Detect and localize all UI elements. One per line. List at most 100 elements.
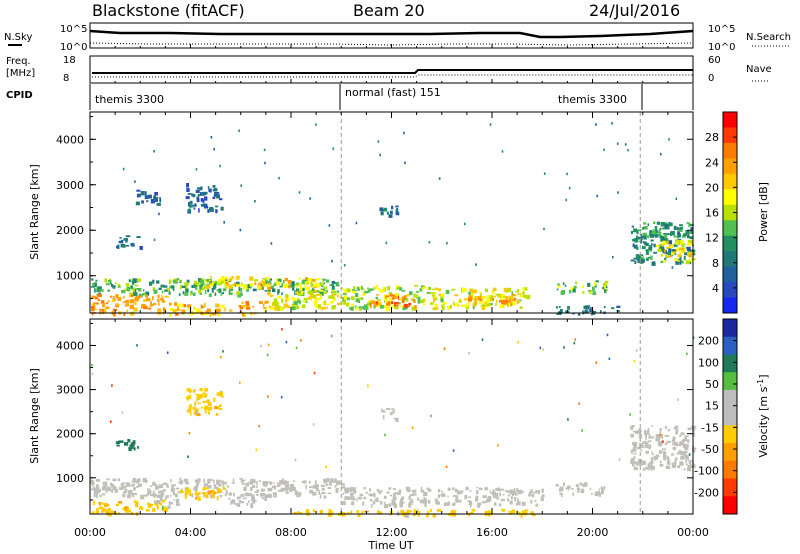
velocity-cell — [650, 457, 654, 461]
power-cell — [415, 294, 419, 298]
velocity-cell — [304, 480, 307, 484]
power-cell — [267, 282, 271, 285]
power-cell — [423, 303, 426, 306]
velocity-cell — [170, 502, 174, 504]
power-cell — [265, 276, 268, 280]
power-cell — [636, 231, 638, 234]
velocity-cell — [253, 479, 256, 484]
velocity-speckle — [688, 453, 691, 456]
velocity-cell — [684, 444, 689, 447]
velocity-cell — [435, 499, 438, 504]
velocity-speckle — [563, 346, 565, 349]
velocity-cell — [665, 465, 671, 469]
velocity-cell — [369, 499, 373, 502]
velocity-cell — [203, 478, 205, 483]
velocity-cell — [276, 482, 282, 485]
velocity-cell — [128, 447, 132, 452]
velocity-cell — [666, 456, 670, 460]
power-cell — [515, 290, 518, 293]
velocity-cell — [112, 478, 117, 482]
velocity-cell — [647, 463, 650, 467]
velocity-cell — [677, 465, 681, 469]
velocity-cell — [500, 488, 504, 491]
power-cell — [558, 285, 561, 288]
velocity-cell — [672, 436, 676, 440]
power-cell — [120, 239, 124, 244]
power-cell — [278, 296, 282, 299]
velocity-cell — [384, 504, 389, 509]
velocity-cell — [570, 488, 574, 490]
velocity-cell — [336, 480, 340, 485]
power-cell — [186, 183, 189, 188]
power-cell — [663, 242, 667, 245]
power-cell — [211, 289, 214, 293]
power-cell — [460, 304, 466, 307]
velocity-cell — [488, 513, 491, 517]
velocity-cell — [248, 481, 253, 485]
velocity-cell — [475, 498, 478, 502]
velocity-cell — [189, 404, 192, 408]
colorbar-tick-label: 16 — [705, 207, 719, 220]
power-cell — [677, 254, 682, 257]
velocity-cell — [305, 484, 307, 490]
velocity-cell — [634, 466, 637, 470]
velocity-cell — [648, 434, 651, 439]
velocity-cell — [484, 511, 489, 516]
x-tick-label: 00:00 — [74, 526, 106, 539]
power-cell — [214, 292, 217, 296]
power-cell — [181, 303, 184, 307]
velocity-cell — [477, 503, 481, 508]
velocity-cell — [487, 510, 491, 515]
velocity-cell — [450, 509, 454, 514]
velocity-cell — [160, 490, 164, 493]
velocity-cell — [155, 485, 159, 490]
power-cell — [168, 291, 171, 295]
power-cell — [94, 308, 97, 311]
colorbar-tick-label: 28 — [705, 131, 719, 144]
velocity-cell — [565, 487, 570, 490]
velocity-speckle — [445, 465, 448, 468]
power-cell — [677, 238, 682, 241]
velocity-cell — [394, 492, 398, 494]
velocity-cell — [197, 394, 201, 397]
velocity-cell — [295, 493, 298, 497]
velocity-cell — [279, 480, 283, 483]
power-speckle — [660, 152, 662, 156]
velocity-cell — [436, 509, 441, 512]
velocity-cell — [470, 503, 472, 508]
power-cell — [640, 234, 643, 237]
velocity-cell — [216, 392, 221, 396]
velocity-cell — [250, 486, 253, 492]
velocity-cell — [446, 503, 449, 506]
power-cell — [333, 290, 337, 294]
power-cell — [91, 311, 94, 316]
velocity-cell — [642, 467, 645, 472]
power-cell — [603, 289, 607, 291]
power-cell — [210, 282, 214, 285]
velocity-cell — [410, 501, 413, 505]
velocity-cell — [107, 509, 110, 513]
power-cell — [268, 305, 272, 309]
velocity-cell — [109, 510, 114, 514]
power-cell — [328, 295, 333, 299]
velocity-cell — [475, 490, 479, 495]
power-region-14 — [185, 183, 224, 214]
velocity-cell — [506, 498, 509, 502]
nsky-line — [89, 29, 694, 39]
velocity-cell — [180, 488, 183, 491]
power-cell — [169, 302, 172, 306]
power-cell — [659, 244, 664, 249]
power-cell — [242, 312, 246, 317]
velocity-cell — [528, 491, 534, 494]
power-cell — [592, 291, 597, 295]
power-cell — [152, 279, 155, 284]
power-cell — [509, 295, 513, 298]
power-cell — [642, 259, 645, 263]
power-cell — [653, 221, 656, 225]
velocity-cell — [162, 505, 164, 510]
power-cell — [141, 200, 144, 204]
power-cell — [379, 304, 384, 309]
velocity-cell — [319, 494, 322, 499]
velocity-cell — [633, 452, 637, 455]
